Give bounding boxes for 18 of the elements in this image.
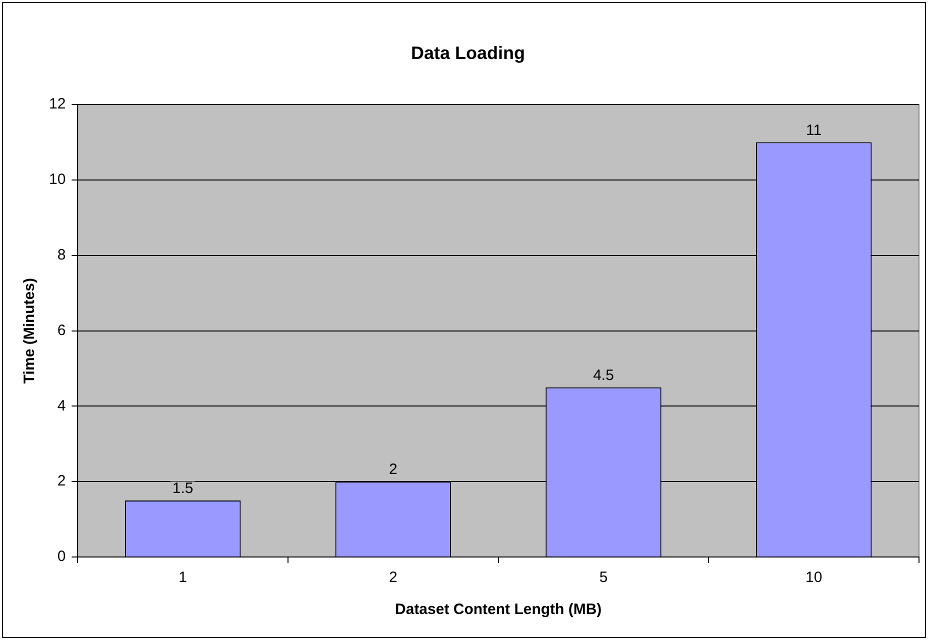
x-tick-label: 1 — [178, 569, 188, 586]
data-label: 2 — [389, 461, 398, 478]
x-tick-label: 10 — [805, 569, 822, 586]
data-label: 4.5 — [593, 366, 614, 384]
y-tick-label: 12 — [48, 96, 66, 113]
y-tick-label: 6 — [57, 322, 66, 339]
data-label: 11 — [806, 122, 822, 139]
y-tick-label: 8 — [57, 246, 66, 264]
x-tick-label: 2 — [389, 569, 398, 586]
x-tick-label: 5 — [599, 569, 608, 586]
y-tick-label: 2 — [57, 472, 66, 490]
chart-title: Data Loading — [410, 42, 526, 63]
y-axis-title: Time (Minutes) — [21, 278, 38, 384]
y-tick-label: 0 — [57, 548, 66, 566]
y-tick-label: 10 — [48, 171, 66, 188]
x-axis-title: Dataset Content Length (MB) — [395, 601, 602, 618]
data-label: 1.5 — [172, 480, 194, 498]
y-tick-label: 4 — [57, 397, 66, 414]
